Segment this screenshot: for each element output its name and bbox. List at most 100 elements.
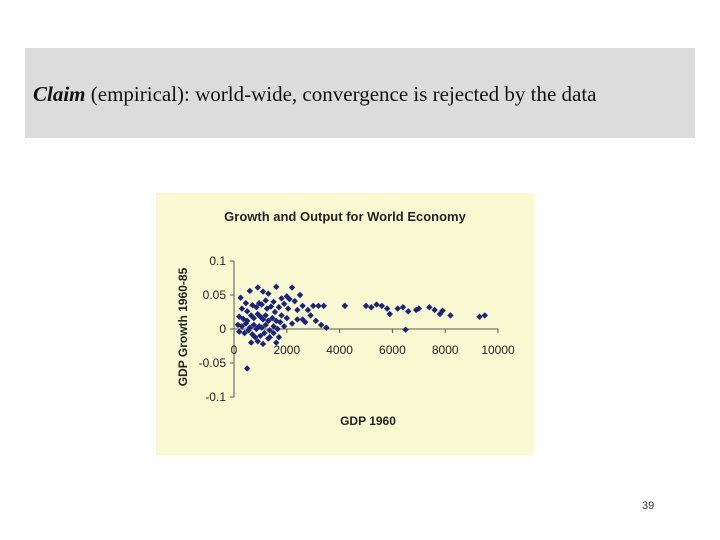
data-point — [323, 324, 330, 331]
chart-axes: 0.1 0.05 0 -0.05 -0.1 0 2000 4000 6000 8000 10000 — [199, 254, 515, 404]
data-point — [481, 312, 488, 319]
data-point — [288, 284, 296, 291]
data-point — [278, 312, 285, 319]
x-tick-label: 4000 — [326, 343, 353, 357]
data-point — [273, 339, 280, 346]
data-point — [242, 299, 250, 307]
data-point — [277, 319, 284, 326]
data-point — [259, 288, 267, 295]
data-point — [294, 316, 301, 323]
data-point — [238, 305, 246, 312]
data-point — [240, 315, 247, 322]
data-point — [253, 325, 260, 333]
data-point — [312, 317, 320, 325]
y-axis-label: GDP Growth 1960-85 — [176, 267, 190, 386]
page-number: 39 — [642, 500, 655, 512]
chart-points — [234, 283, 488, 372]
data-point — [368, 304, 375, 311]
data-point — [378, 302, 386, 310]
data-point — [244, 308, 251, 315]
x-axis-label: GDP 1960 — [340, 414, 396, 428]
data-point — [273, 283, 280, 291]
data-point — [265, 290, 272, 297]
claim-text: Claim (empirical): world-wide, convergen… — [33, 82, 597, 107]
data-point — [274, 325, 281, 333]
data-point — [261, 329, 268, 337]
data-point — [284, 305, 292, 312]
x-tick-label: 6000 — [379, 343, 406, 357]
data-point — [302, 319, 309, 326]
chart-canvas: Growth and Output for World Economy 0.1 0… — [176, 209, 515, 428]
data-point — [242, 320, 250, 327]
data-point — [238, 323, 246, 330]
claim-banner: Claim (empirical): world-wide, convergen… — [25, 48, 695, 138]
data-point — [286, 295, 293, 303]
data-point — [262, 297, 269, 304]
x-tick-label: 2000 — [273, 343, 300, 357]
data-point — [241, 329, 248, 337]
data-point — [394, 305, 401, 312]
y-tick-label: 0.05 — [203, 288, 227, 302]
data-point — [266, 333, 273, 341]
data-point — [296, 291, 304, 299]
data-point — [386, 310, 393, 318]
data-point — [294, 306, 301, 314]
data-point — [253, 304, 260, 311]
scatter-chart: Growth and Output for World Economy 0.1 0… — [156, 193, 534, 455]
data-point — [250, 314, 257, 322]
data-point — [275, 304, 283, 311]
y-tick-label: 0.1 — [209, 254, 226, 268]
data-point — [283, 314, 290, 322]
data-point — [258, 324, 265, 331]
data-point — [402, 326, 409, 333]
data-point — [383, 305, 391, 312]
data-point — [304, 306, 312, 314]
data-point — [431, 306, 438, 314]
data-point — [263, 305, 271, 312]
data-point — [271, 308, 279, 316]
data-point — [476, 313, 483, 320]
data-point — [280, 323, 288, 330]
data-point — [320, 302, 327, 310]
data-point — [275, 333, 283, 341]
data-point — [246, 287, 254, 295]
data-point — [245, 327, 252, 334]
x-tick-label: 10000 — [481, 343, 515, 357]
data-point — [278, 295, 285, 302]
y-tick-label: -0.05 — [199, 356, 227, 370]
data-point — [291, 297, 298, 305]
data-point — [362, 302, 370, 310]
data-point — [247, 339, 255, 346]
data-point — [399, 304, 407, 311]
data-point — [299, 302, 306, 310]
data-point — [317, 321, 325, 329]
data-point — [447, 312, 454, 319]
data-point — [262, 312, 269, 319]
data-point — [439, 307, 446, 314]
data-point — [250, 321, 257, 329]
data-point — [288, 320, 296, 327]
data-point — [270, 329, 277, 337]
x-tick-label: 8000 — [432, 343, 459, 357]
data-point — [307, 312, 314, 319]
chart-title: Growth and Output for World Economy — [224, 209, 466, 224]
data-point — [267, 303, 275, 310]
data-point — [270, 298, 277, 305]
data-point — [269, 314, 276, 322]
data-point — [426, 304, 433, 311]
data-point — [254, 284, 261, 291]
data-point — [266, 327, 273, 334]
data-point — [259, 340, 267, 348]
data-point — [244, 365, 251, 372]
data-point — [315, 302, 322, 310]
claim-statement: (empirical): world-wide, convergence is … — [85, 82, 597, 106]
data-point — [257, 332, 264, 339]
data-point — [259, 316, 267, 323]
data-point — [254, 338, 261, 345]
data-point — [258, 301, 265, 308]
data-point — [405, 308, 412, 315]
y-tick-label: 0 — [219, 322, 226, 336]
claim-keyword: Claim — [33, 82, 86, 106]
data-point — [341, 302, 349, 310]
data-point — [373, 301, 380, 308]
